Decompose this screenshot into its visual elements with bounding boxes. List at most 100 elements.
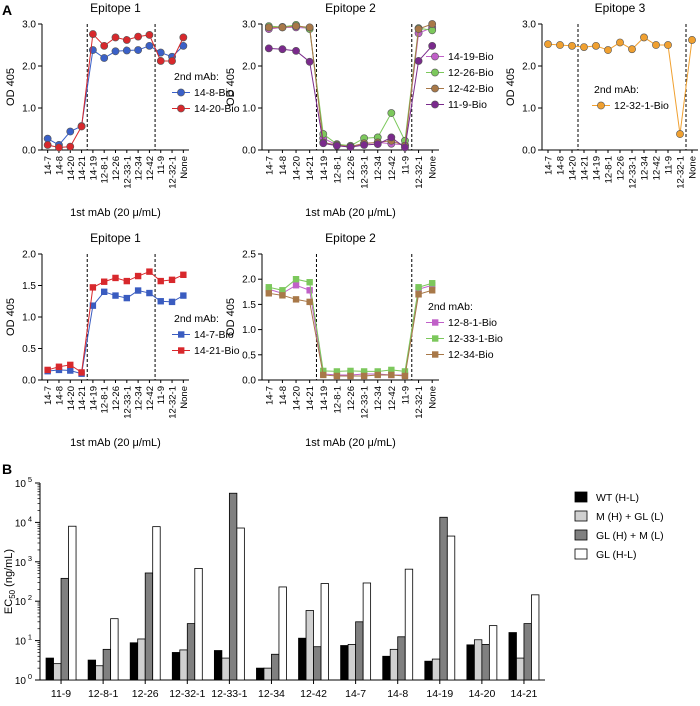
legend-marker [177, 88, 185, 97]
data-point-14-21-Bio [123, 277, 131, 285]
panel-label-b: B [2, 461, 12, 477]
x-tick-label: 12-34 [134, 156, 145, 180]
x-tick-label: 14-21 [77, 156, 88, 180]
bar-M (H) + GL (L) [53, 663, 62, 681]
data-point-12-42-Bio [278, 23, 287, 32]
x-tick-label: 11-9 [400, 386, 411, 404]
y-axis-title: OD 405 [225, 298, 237, 336]
legend-label: 11-9-Bio [448, 99, 487, 111]
data-point-12-34-Bio [292, 296, 300, 303]
x-tick-label: 12-32-1 [168, 386, 179, 419]
legend-label: 12-42-Bio [448, 83, 494, 95]
data-point-11-9-Bio [278, 45, 287, 54]
data-point-14-7-Bio [180, 292, 187, 299]
x-tick-label: 14-19 [319, 156, 330, 180]
data-point-11-9-Bio [428, 41, 437, 50]
y-tick-label: 3.0 [522, 20, 536, 31]
y-axis-title-unit: (ng/mL) [3, 549, 15, 590]
x-tick-label: 14-7 [544, 156, 555, 175]
legend-swatch [574, 548, 588, 560]
data-point-12-32-1-Bio [664, 41, 672, 49]
chart-epitope2-top: Epitope 2 0.0 1.0 2.0 3.0 OD 405 14-7 14-8 14-20… [225, 1, 494, 219]
legend-label: 14-19-Bio [448, 51, 494, 63]
x-tick-label: 14-19 [592, 156, 603, 180]
legend-label: 14-20-Bio [194, 103, 240, 115]
x-tick-label: 14-7 [345, 688, 366, 700]
x-tick-label: 14-7 [264, 156, 275, 175]
bar-GL (H-L) [194, 567, 203, 681]
bar-GL (H) + M (L) [439, 516, 448, 681]
bar-GL (H-L) [531, 594, 540, 681]
data-point-12-32-1-Bio [676, 130, 684, 138]
data-point-12-32-1-Bio [592, 41, 600, 50]
data-point-11-9-Bio [387, 133, 396, 142]
data-point-12-34-Bio [320, 371, 327, 379]
x-tick-label: 12-42 [300, 688, 327, 700]
x-tick-label: 14-19 [88, 156, 99, 180]
series-line-14-21-Bio [47, 271, 184, 374]
legend-label: 12-34-Bio [448, 349, 494, 361]
bar-WT (H-L) [256, 667, 265, 681]
bar-WT (H-L) [508, 632, 517, 681]
data-point-12-33-1-Bio [388, 366, 395, 374]
data-point-14-21-Bio [168, 276, 176, 284]
x-tick-label: 12-32-1 [676, 156, 687, 189]
legend-label: 14-21-Bio [194, 345, 240, 357]
bar-GL (H) + M (L) [102, 648, 112, 681]
x-tick-label: 12-8-1 [100, 156, 111, 183]
legend-marker [431, 84, 439, 93]
x-tick-label: 14-8 [278, 156, 289, 175]
chart-title: Epitope 2 [325, 231, 376, 245]
legend-swatch [574, 491, 588, 503]
data-point-12-26-Bio [387, 109, 396, 117]
data-point-14-20-Bio [111, 33, 120, 42]
legend-title: 2nd mAb: [174, 313, 219, 325]
bar-M (H) + GL (L) [221, 657, 230, 681]
data-point-14-8-Bio [122, 46, 131, 55]
legend-marker [432, 351, 439, 358]
x-tick-label: 14-21 [305, 156, 316, 180]
legend-title: 2nd mAb: [428, 301, 473, 313]
data-point-12-33-1-Bio [265, 284, 273, 291]
chart-title: Epitope 1 [90, 231, 141, 245]
x-tick-label: 12-32-1 [169, 688, 205, 700]
bar-WT (H-L) [466, 644, 475, 681]
data-point-12-33-1-Bio [333, 368, 341, 375]
x-tick-label: 14-19 [319, 386, 330, 410]
bar-GL (H) + M (L) [481, 644, 490, 681]
x-tick-label: 12-33-1 [211, 688, 247, 700]
legend-label: 14-7-Bio [194, 329, 234, 341]
y-tick-base: 10 [15, 597, 27, 608]
data-point-14-21-Bio [180, 271, 187, 278]
data-point-14-21-Bio [100, 278, 108, 285]
data-point-14-7-Bio [157, 298, 164, 305]
legend-marker [431, 52, 439, 61]
bar-GL (H-L) [236, 527, 245, 681]
y-tick-label: 1.5 [242, 300, 256, 311]
x-tick-label: 12-26 [346, 386, 357, 410]
bar-GL (H-L) [404, 568, 414, 681]
chart-title: Epitope 2 [325, 1, 376, 15]
data-point-14-7-Bio [112, 292, 119, 299]
data-point-12-33-1-Bio [428, 280, 436, 287]
series-line-12-34-Bio [268, 289, 433, 377]
bar-WT (H-L) [382, 655, 391, 681]
data-point-12-33-1-Bio [415, 284, 422, 291]
data-point-12-42-Bio [414, 25, 423, 33]
data-point-14-21-Bio [44, 366, 51, 374]
y-tick-label: 1.0 [22, 104, 36, 115]
bar-GL (H-L) [152, 526, 161, 681]
chart-epitope3-top: Epitope 3 0.0 1.0 2.0 3.0 OD 405 14-7 14-8 14-20… [505, 1, 699, 189]
legend-title: 2nd mAb: [174, 71, 219, 83]
data-point-14-8-Bio [111, 47, 120, 56]
bar-WT (H-L) [45, 657, 54, 681]
data-point-12-32-1-Bio [604, 46, 612, 54]
data-point-14-8-Bio [145, 41, 154, 50]
y-tick-label: 1.0 [22, 313, 36, 324]
x-tick-label: 12-8-1 [604, 156, 615, 183]
data-point-12-32-1-Bio [628, 45, 636, 54]
